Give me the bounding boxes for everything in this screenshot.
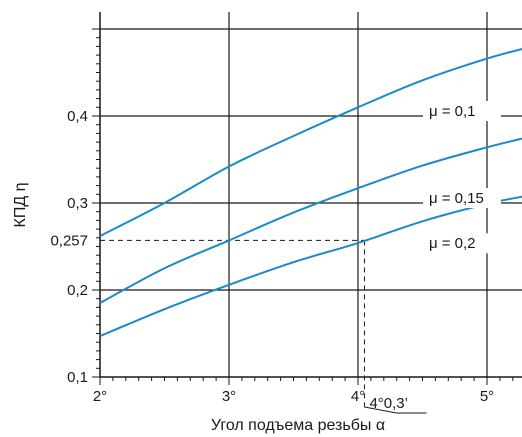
x-tick-label: 3°: [222, 388, 236, 405]
reference-lines: [100, 239, 427, 414]
x-axis-title: Угол подъема резьбы α: [211, 417, 385, 434]
series-label-bg: [422, 101, 501, 121]
labels: 0,1 0,2 0,257 0,3 0,4 2° 3° 4° 5° 4°0,3’ μ = 0,1 μ …: [50, 101, 501, 412]
series-line-2: [99, 137, 522, 304]
annotation-leader: [364, 406, 397, 414]
series-label-bg: [422, 188, 501, 208]
y-tick-label: 0,4: [67, 108, 88, 125]
grid: [99, 12, 522, 377]
y-tick-label: 0,257: [50, 232, 88, 249]
y-tick-label: 0,3: [67, 195, 88, 212]
series-label-3: μ = 0,2: [429, 235, 476, 252]
series-line-1: [99, 48, 522, 237]
axes: [92, 12, 522, 385]
series-label-bg: [422, 233, 501, 254]
y-tick-label: 0,1: [67, 369, 88, 386]
series-label-1: μ = 0,1: [429, 103, 476, 120]
annotation-label: 4°0,3’: [369, 395, 408, 412]
series-label-2: μ = 0,15: [429, 190, 484, 207]
x-tick-label: 5°: [480, 388, 494, 405]
series-line-3: [99, 195, 522, 338]
y-axis-title: КПД η: [12, 183, 29, 228]
x-tick-label: 4°: [351, 388, 365, 405]
x-tick-label: 2°: [93, 388, 107, 405]
y-tick-label: 0,2: [67, 282, 88, 299]
